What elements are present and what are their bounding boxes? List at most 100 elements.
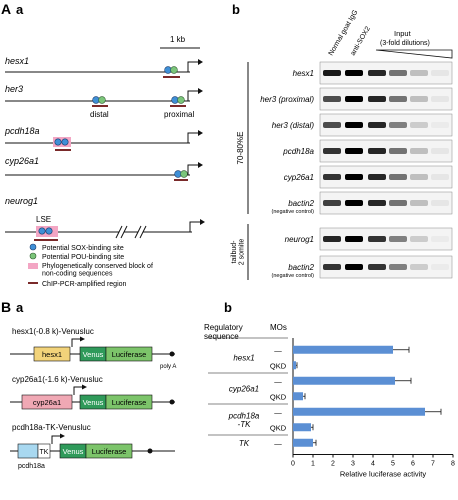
- panel-Ba-label: a: [16, 300, 24, 315]
- gel-band: [410, 174, 428, 180]
- pou-site: [177, 96, 185, 104]
- legend: Potential SOX-binding site Potential POU…: [28, 243, 153, 288]
- x-tick-label: 0: [291, 461, 295, 468]
- gel-band: [389, 148, 407, 154]
- her3-proximal-label: proximal: [164, 110, 194, 119]
- track-neurog1: neurog1 LSE: [5, 196, 205, 241]
- sox-site: [45, 227, 53, 235]
- gel-band: [345, 200, 363, 206]
- gel-band: [323, 174, 341, 180]
- mo-label: QKD: [270, 361, 287, 370]
- header-sox2: anti-SOX2: [350, 25, 372, 57]
- gel-row-label: neurog1: [285, 235, 314, 244]
- gel-band: [323, 264, 341, 270]
- mo-label: —: [274, 439, 282, 448]
- gel-band: [431, 174, 449, 180]
- gel-row-label: bactin2: [288, 199, 314, 208]
- panel-Ab-label: b: [232, 2, 240, 17]
- gel-band: [368, 148, 386, 154]
- x-tick-label: 1: [311, 461, 315, 468]
- gel-band: [345, 96, 363, 102]
- gel-row-label: pcdh18a: [282, 147, 314, 156]
- group-label: cyp26a1: [229, 385, 259, 394]
- pcdh18a-sublabel: pcdh18a: [18, 463, 45, 470]
- mo-label: QKD: [270, 423, 287, 432]
- luciferase-label: Luciferase: [112, 398, 147, 407]
- scale-label: 1 kb: [170, 35, 186, 44]
- gel-band: [431, 122, 449, 128]
- gel-band: [345, 236, 363, 242]
- construct-pcdh18a-tk: pcdh18a-TK-Venusluc TK Venus Luciferase …: [10, 423, 175, 470]
- gel-band: [410, 236, 428, 242]
- gel-band: [323, 148, 341, 154]
- gel-band: [431, 200, 449, 206]
- gel-band: [410, 70, 428, 76]
- bar: [293, 407, 425, 416]
- stage-2-label: tailbud-2 somite: [231, 239, 246, 266]
- gel-band: [323, 96, 341, 102]
- gel-band: [389, 70, 407, 76]
- tk-label: TK: [40, 449, 49, 456]
- gel-band: [431, 96, 449, 102]
- x-tick-label: 3: [351, 461, 355, 468]
- pou-site: [170, 66, 178, 74]
- mo-label: —: [274, 346, 282, 355]
- gel-band: [368, 200, 386, 206]
- bar: [293, 423, 311, 432]
- legend-sox: Potential SOX-binding site: [42, 245, 124, 252]
- bar-chart: 0 1 2 3 4 5 6 7 8 Relative luciferase activity — QK…: [208, 337, 455, 479]
- gel-band: [389, 122, 407, 128]
- construct-title: cyp26a1(-1.6 k)-Venusluc: [12, 375, 103, 384]
- gel-band: [345, 70, 363, 76]
- gel-row-sublabel: (negative control): [272, 273, 315, 279]
- gel-band: [368, 174, 386, 180]
- bar: [293, 376, 395, 385]
- tk-box: [37, 443, 51, 459]
- panel-A-label: A: [1, 1, 11, 17]
- bar: [293, 361, 296, 370]
- gel-band: [389, 200, 407, 206]
- venus-label: Venus: [83, 350, 104, 359]
- luciferase-label: Luciferase: [92, 447, 127, 456]
- gel-row-sublabel: (negative control): [272, 209, 315, 215]
- gel-band: [345, 264, 363, 270]
- gel-band: [368, 122, 386, 128]
- gel-band: [368, 96, 386, 102]
- group-label: hesx1: [233, 354, 254, 363]
- panel-Aa-label: a: [16, 2, 24, 17]
- x-tick-label: 8: [451, 461, 455, 468]
- promoter-box: [21, 394, 73, 410]
- gel-band: [410, 200, 428, 206]
- promoter-label: cyp26a1: [33, 398, 61, 407]
- sox-site: [54, 138, 62, 146]
- pou-site: [180, 170, 188, 178]
- gel-band: [368, 236, 386, 242]
- gene-label: her3: [5, 84, 23, 94]
- col-header-reg: Regulatory sequence: [204, 323, 243, 341]
- venus-label: Venus: [83, 398, 104, 407]
- gel-band: [345, 122, 363, 128]
- gel-band: [323, 236, 341, 242]
- promoter-label: hesx1: [42, 350, 62, 359]
- gel-band: [345, 174, 363, 180]
- gene-label: cyp26a1: [5, 156, 39, 166]
- gel-band: [345, 148, 363, 154]
- gel-row-label: cyp26a1: [284, 173, 314, 182]
- mo-label: QKD: [270, 392, 287, 401]
- gel-band: [431, 236, 449, 242]
- gel-band: [389, 174, 407, 180]
- header-input: Input: [394, 29, 412, 38]
- group-label: pcdh18a -TK: [228, 412, 260, 429]
- construct-title: hesx1(-0.8 k)-Venusluc: [12, 327, 94, 336]
- legend-conserved: Phylogenetically conserved block of non-c…: [42, 263, 153, 278]
- panel-Bb-label: b: [224, 300, 232, 315]
- gel-band: [368, 70, 386, 76]
- conserved-legend-swatch: [28, 263, 38, 269]
- gene-label: hesx1: [5, 56, 29, 66]
- col-header-mos: MOs: [270, 323, 287, 332]
- track-her3: her3 distal proximal: [5, 84, 203, 119]
- mo-label: —: [274, 377, 282, 386]
- panel-B-label: B: [1, 299, 11, 315]
- pou-site: [98, 96, 106, 104]
